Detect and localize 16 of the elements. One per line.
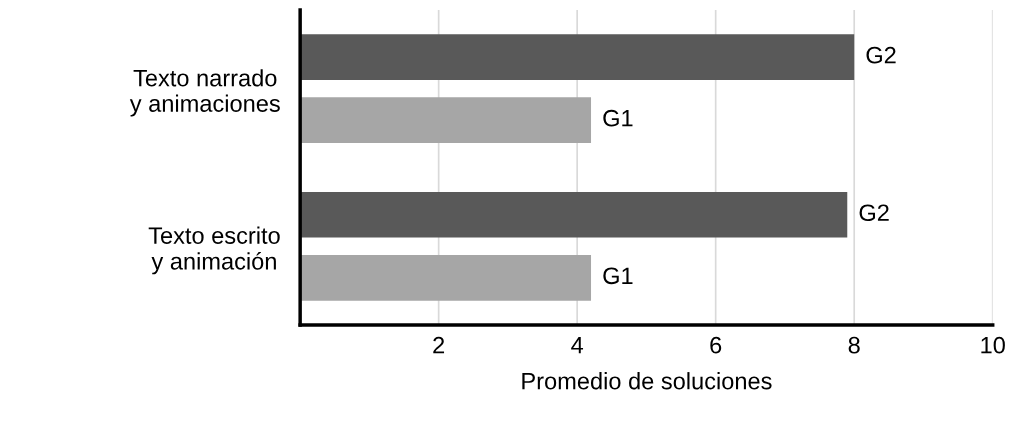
text: G1 xyxy=(603,267,633,285)
y-tick-label: Texto escrito y animación xyxy=(148,226,280,275)
series-label: G1 xyxy=(603,109,633,127)
bar xyxy=(300,191,848,238)
bar xyxy=(300,34,855,81)
x-tick-label: 6 xyxy=(710,336,722,354)
series-label: G2 xyxy=(866,46,896,64)
y-tick-label: Texto narrado y animaciones xyxy=(129,69,280,117)
bar xyxy=(300,254,592,301)
x-axis-title: Promedio de soluciones xyxy=(522,372,772,390)
bar xyxy=(300,97,592,144)
x-tick-label: 8 xyxy=(848,336,860,354)
x-tick-label: 10 xyxy=(981,336,1005,354)
x-tick-label: 4 xyxy=(571,337,584,354)
x-tick-label: 2 xyxy=(433,336,445,354)
text: G2 xyxy=(859,204,889,222)
